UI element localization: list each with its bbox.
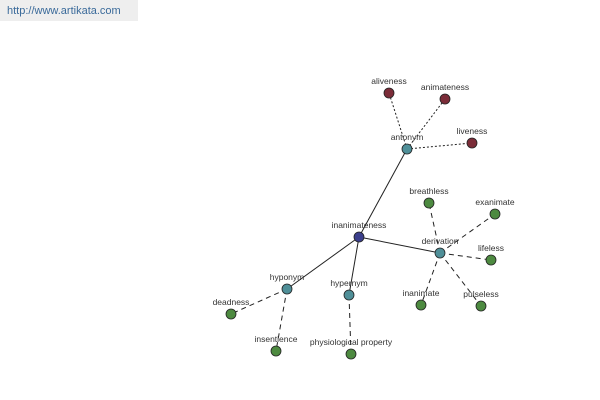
node-label: deadness xyxy=(213,297,250,307)
node-label: animateness xyxy=(421,82,469,92)
node xyxy=(270,345,282,357)
node-label: derivation xyxy=(422,236,459,246)
node-label: aliveness xyxy=(371,76,406,86)
edge xyxy=(275,288,288,352)
edge xyxy=(358,236,441,254)
edge xyxy=(406,98,446,150)
node-label: inanimateness xyxy=(332,220,387,230)
edge xyxy=(420,252,441,306)
node-label: physiological property xyxy=(310,337,393,347)
edge xyxy=(348,294,352,355)
node xyxy=(489,208,501,220)
node xyxy=(281,283,293,295)
nodes: inanimateness antonym aliveness animateness… xyxy=(213,76,515,360)
node xyxy=(345,348,357,360)
node xyxy=(401,143,413,155)
edge xyxy=(439,213,496,254)
node xyxy=(383,87,395,99)
node xyxy=(353,231,365,243)
edge xyxy=(439,252,482,307)
node xyxy=(225,308,237,320)
edge xyxy=(286,236,360,290)
edge xyxy=(388,92,408,150)
node-label: inanimate xyxy=(403,288,440,298)
node-label: hyponym xyxy=(270,272,305,282)
node-label: exanimate xyxy=(475,197,514,207)
node-label: pulseless xyxy=(463,289,498,299)
node xyxy=(343,289,355,301)
node-label: breathless xyxy=(409,186,448,196)
site-url[interactable]: http://www.artikata.com xyxy=(0,0,138,21)
node-label: insentience xyxy=(254,334,297,344)
node xyxy=(466,137,478,149)
edge xyxy=(406,142,473,150)
node-label: hypernym xyxy=(330,278,367,288)
edge xyxy=(358,148,408,238)
edge xyxy=(439,252,492,261)
node xyxy=(423,197,435,209)
node xyxy=(485,254,497,266)
edges xyxy=(230,92,496,355)
node xyxy=(434,247,446,259)
node xyxy=(475,300,487,312)
node-label: lifeless xyxy=(478,243,504,253)
edge xyxy=(230,288,288,315)
node-label: antonym xyxy=(391,132,424,142)
node xyxy=(415,299,427,311)
edge xyxy=(348,236,360,296)
node xyxy=(439,93,451,105)
node-label: liveness xyxy=(457,126,488,136)
